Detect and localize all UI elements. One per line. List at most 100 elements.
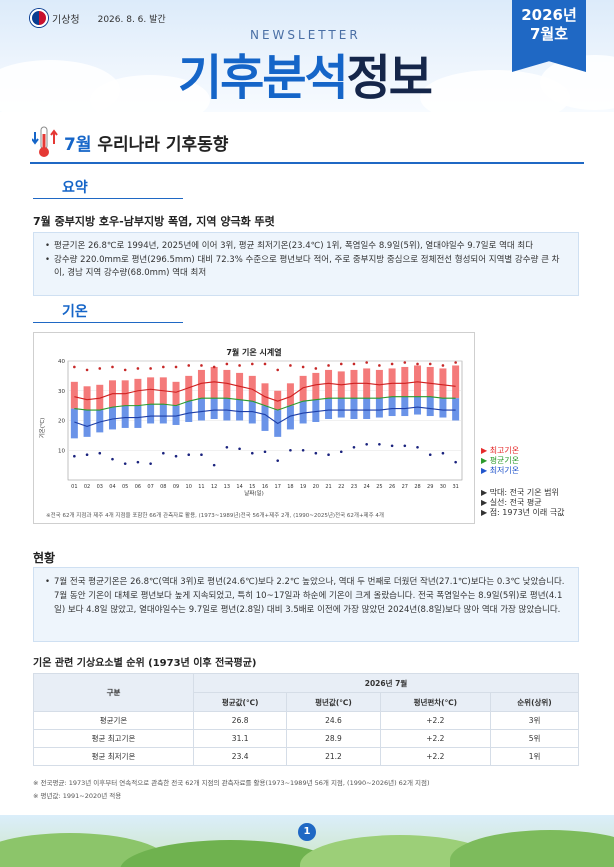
extreme-high-dot: [98, 367, 102, 370]
extreme-high-dot: [187, 364, 191, 367]
x-tick-label: 11: [198, 484, 204, 490]
x-tick-label: 17: [275, 484, 281, 490]
y-tick-label: 40: [58, 359, 65, 365]
status-text: 7월 전국 평균기온은 26.8℃(역대 3위)로 평년(24.6℃)보다 2.…: [44, 575, 568, 617]
x-tick-label: 01: [71, 484, 77, 490]
table-note: ※ 전국평균: 1973년 이후부터 연속적으로 관측한 전국 62개 지점의 …: [33, 779, 430, 787]
table-cell: 3위: [490, 711, 579, 730]
range-bar-lower: [121, 405, 129, 428]
publish-date: 2026. 8. 6. 발간: [97, 14, 166, 25]
chart-x-label: 날짜(일): [244, 489, 263, 497]
x-tick-label: 05: [122, 484, 128, 490]
x-tick-label: 30: [440, 484, 446, 490]
range-bar-lower: [248, 401, 256, 424]
extreme-low-dot: [149, 462, 152, 465]
extreme-low-dot: [454, 460, 457, 464]
range-bar-upper: [210, 366, 218, 399]
ranking-table: 구분 2026년 7월 평균값(℃) 평년값(℃) 평년편차(℃) 순위(상위)…: [33, 673, 579, 766]
extreme-low-dot: [123, 462, 127, 465]
extreme-high-dot: [174, 365, 178, 369]
table-cell: 28.9: [286, 729, 381, 748]
series-line-mean: [74, 396, 456, 411]
extreme-low-dot: [187, 453, 191, 457]
range-bar-upper: [70, 381, 78, 409]
temperature-chart: 7월 기온 시계열 기온(℃) 날짜(일) 10 20 30 40 01 02 03 04 05…: [38, 347, 463, 497]
extreme-high-dot: [339, 362, 343, 366]
y-tick-label: 20: [58, 419, 65, 425]
table-cell: 26.8: [192, 711, 288, 730]
extreme-low-dot: [428, 453, 432, 457]
range-bar-lower: [414, 396, 422, 415]
x-tick-label: 04: [109, 484, 115, 490]
x-tick-label: 28: [414, 484, 420, 490]
range-bar-lower: [70, 408, 78, 439]
table-cell: 31.1: [192, 729, 288, 748]
range-bar-upper: [197, 369, 205, 399]
status-heading: 현황: [33, 551, 56, 565]
x-tick-label: 19: [300, 484, 306, 490]
table-cell: 1위: [490, 747, 579, 766]
x-tick-label: 18: [287, 484, 293, 490]
extreme-low-dot: [212, 463, 216, 467]
chart-legend-notes: ▶ 막대: 전국 기온 범위 ▶ 실선: 전국 평균 ▶ 점: 1973년 이래…: [481, 488, 565, 518]
summary-bullet: 강수량 220.0mm로 평년(296.5mm) 대비 72.3% 수준으로 평…: [44, 254, 568, 280]
extreme-high-dot: [301, 365, 305, 369]
range-bar-upper: [185, 375, 193, 402]
extreme-high-dot: [289, 364, 292, 367]
range-bar-lower: [388, 396, 396, 417]
col-header: 평균값(℃): [192, 692, 288, 712]
title-part2: 정보: [346, 50, 433, 106]
issue-badge: 2026년 7월호: [512, 0, 586, 72]
extreme-low-dot: [111, 457, 114, 461]
x-tick-label: 16: [262, 484, 268, 490]
range-bar-lower: [286, 405, 294, 430]
row-label: 평균 최고기온: [33, 729, 194, 748]
chart-title: 7월 기온 시계열: [226, 347, 281, 357]
extreme-high-dot: [136, 367, 140, 370]
extreme-high-dot: [238, 364, 241, 367]
summary-bullet: 평균기온 26.8℃로 1994년, 2025년에 이어 3위, 평균 최저기온…: [44, 240, 568, 253]
x-tick-label: 08: [160, 484, 166, 490]
range-bar-upper: [134, 378, 142, 406]
x-tick-label: 31: [452, 484, 458, 490]
temperature-chart-frame: 7월 기온 시계열 기온(℃) 날짜(일) 10 20 30 40 01 02 03 04 05…: [33, 332, 475, 524]
x-tick-label: 22: [338, 484, 344, 490]
extreme-low-dot: [301, 448, 305, 452]
extreme-high-dot: [352, 362, 356, 366]
range-bar-lower: [83, 410, 91, 437]
topic-divider: [30, 162, 584, 164]
table-row: 평균 최고기온 31.1 28.9 +2.2 5위: [33, 729, 579, 748]
x-tick-label: 07: [147, 484, 153, 490]
x-tick-label: 02: [84, 484, 90, 490]
range-bar-upper: [83, 386, 91, 411]
x-tick-label: 20: [313, 484, 319, 490]
summary-underline: [33, 198, 183, 199]
table-cell: +2.2: [379, 711, 492, 730]
range-bar-lower: [261, 405, 269, 431]
x-tick-label: 29: [427, 484, 433, 490]
range-bar-upper: [312, 372, 320, 400]
range-bar-upper: [286, 383, 294, 406]
x-tick-label: 27: [402, 484, 408, 490]
range-bar-lower: [134, 405, 142, 428]
table-note: ※ 평년값: 1991~2020년 적용: [33, 792, 122, 800]
extreme-high-dot: [73, 365, 76, 369]
extreme-high-dot: [441, 364, 445, 367]
extreme-high-dot: [276, 368, 280, 372]
chart-legend: ▶ 최고기온 ▶ 평균기온 ▶ 최저기온: [481, 446, 519, 476]
col-header: 순위(상위): [490, 692, 579, 712]
range-bar-upper: [147, 377, 155, 405]
topic-heading: 7월 우리나라 기후동향: [31, 124, 228, 160]
extreme-high-dot: [200, 364, 203, 367]
y-tick-label: 30: [58, 389, 65, 395]
series-line-max: [74, 381, 456, 402]
extreme-low-dot: [352, 445, 356, 449]
range-bar-lower: [350, 398, 358, 420]
row-label: 평균기온: [33, 711, 194, 730]
summary-headline: 7월 중부지방 호우-남부지방 폭염, 지역 양극화 뚜렷: [33, 215, 275, 228]
col-header: 평년편차(℃): [379, 692, 492, 712]
table-title: 기온 관련 기상요소별 순위 (1973년 이후 전국평균): [33, 658, 257, 669]
x-tick-label: 26: [389, 484, 395, 490]
col-group-header: 구분: [33, 673, 194, 712]
extreme-high-dot: [416, 362, 419, 366]
